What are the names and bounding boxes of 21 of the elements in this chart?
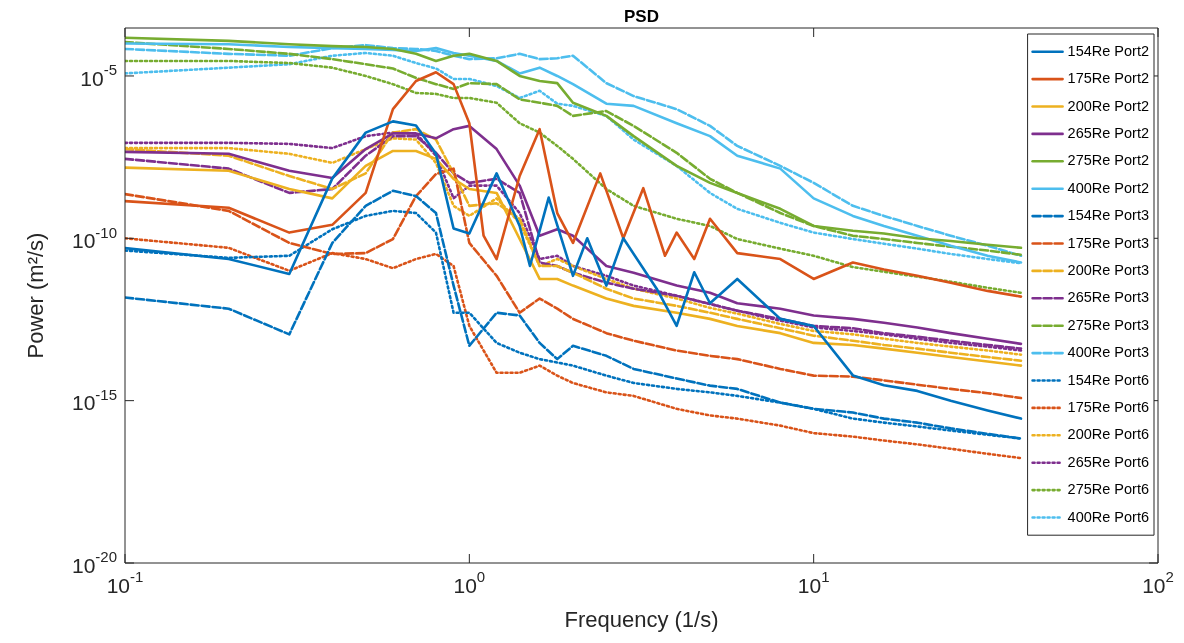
x-axis-title: Frequency (1/s) xyxy=(564,607,719,633)
legend-label: 400Re Port6 xyxy=(1067,508,1150,525)
legend-label: 154Re Port2 xyxy=(1067,42,1150,59)
legend-label: 154Re Port6 xyxy=(1067,371,1150,388)
legend-label: 265Re Port6 xyxy=(1067,453,1150,470)
legend-label: 275Re Port3 xyxy=(1067,316,1150,333)
legend-label: 154Re Port3 xyxy=(1067,207,1150,224)
legend-label: 200Re Port3 xyxy=(1067,261,1150,278)
legend-label: 175Re Port3 xyxy=(1067,234,1150,251)
legend-label: 200Re Port2 xyxy=(1067,97,1150,114)
legend-label: 175Re Port2 xyxy=(1067,70,1150,87)
chart-title: PSD xyxy=(624,6,659,26)
legend-label: 200Re Port6 xyxy=(1067,426,1150,443)
legend-label: 275Re Port2 xyxy=(1067,152,1150,169)
y-axis-title: Power (m²/s) xyxy=(23,232,49,359)
legend-label: 400Re Port3 xyxy=(1067,344,1150,361)
legend-label: 175Re Port6 xyxy=(1067,398,1150,415)
legend-label: 265Re Port2 xyxy=(1067,124,1150,141)
legend-label: 275Re Port6 xyxy=(1067,481,1150,498)
legend-label: 400Re Port2 xyxy=(1067,179,1150,196)
legend-label: 265Re Port3 xyxy=(1067,289,1150,306)
